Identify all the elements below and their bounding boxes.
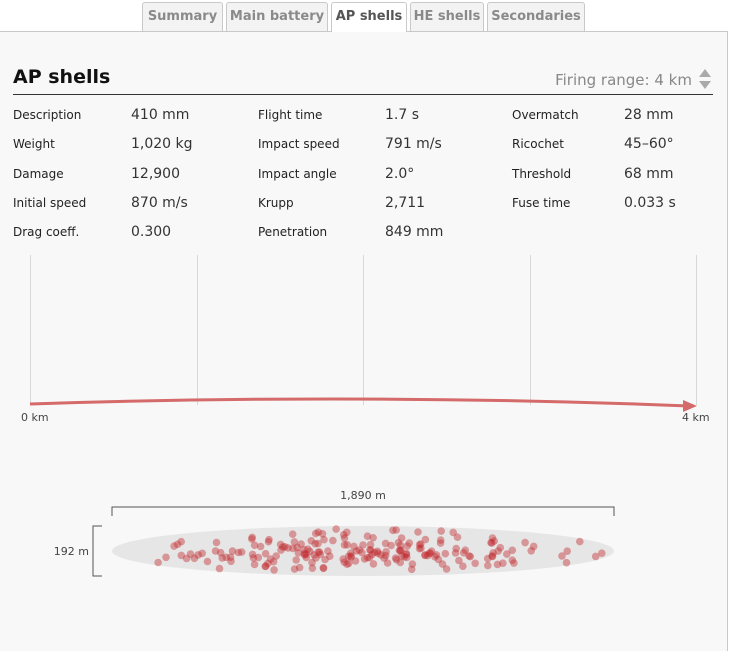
stat-value-initial-speed: 870 m/s bbox=[131, 195, 188, 211]
tab-secondaries[interactable]: Secondaries bbox=[487, 2, 585, 31]
stat-value-weight: 1,020 kg bbox=[131, 136, 193, 152]
stat-value-drag-coeff: 0.300 bbox=[131, 224, 172, 240]
tab-he-shells[interactable]: HE shells bbox=[410, 2, 484, 31]
stat-value-overmatch: 28 mm bbox=[624, 107, 674, 123]
tab-main-battery[interactable]: Main battery bbox=[226, 2, 328, 31]
stat-label-flight-time: Flight time bbox=[258, 108, 323, 122]
stat-label-krupp: Krupp bbox=[258, 196, 294, 210]
title-divider bbox=[13, 94, 713, 95]
stat-value-flight-time: 1.7 s bbox=[385, 107, 420, 123]
stat-value-damage: 12,900 bbox=[131, 166, 180, 182]
stat-label-damage: Damage bbox=[13, 167, 64, 181]
stat-value-ricochet: 45–60° bbox=[624, 136, 674, 152]
stat-label-fuse-time: Fuse time bbox=[512, 196, 571, 210]
stat-value-penetration: 849 mm bbox=[385, 224, 444, 240]
stat-label-initial-speed: Initial speed bbox=[13, 196, 87, 210]
firing-range-label: Firing range: bbox=[555, 71, 650, 89]
stat-label-overmatch: Overmatch bbox=[512, 108, 579, 122]
tab-summary[interactable]: Summary bbox=[142, 2, 223, 31]
tab-ap-shells[interactable]: AP shells bbox=[331, 2, 407, 32]
stat-label-penetration: Penetration bbox=[258, 225, 328, 239]
stat-label-description: Description bbox=[13, 108, 82, 122]
page-title: AP shells bbox=[13, 66, 111, 88]
chevron-up-icon[interactable] bbox=[699, 69, 711, 77]
stat-value-krupp: 2,711 bbox=[385, 195, 426, 211]
tab-bar: Summary Main battery AP shells HE shells… bbox=[0, 0, 730, 32]
stat-value-impact-speed: 791 m/s bbox=[385, 136, 442, 152]
stat-value-threshold: 68 mm bbox=[624, 166, 674, 182]
stat-label-ricochet: Ricochet bbox=[512, 137, 564, 151]
firing-range-value: 4 km bbox=[654, 71, 692, 89]
stat-label-threshold: Threshold bbox=[512, 167, 572, 181]
stat-label-impact-speed: Impact speed bbox=[258, 137, 340, 151]
stat-label-drag-coeff: Drag coeff. bbox=[13, 225, 80, 239]
stat-value-fuse-time: 0.033 s bbox=[624, 195, 676, 211]
range-stepper[interactable] bbox=[698, 68, 712, 90]
stat-value-impact-angle: 2.0° bbox=[385, 166, 415, 182]
content-panel bbox=[0, 31, 728, 651]
stat-label-weight: Weight bbox=[13, 137, 55, 151]
stat-label-impact-angle: Impact angle bbox=[258, 167, 337, 181]
stat-value-description: 410 mm bbox=[131, 107, 190, 123]
chevron-down-icon[interactable] bbox=[699, 81, 711, 89]
firing-range: Firing range: 4 km bbox=[555, 71, 692, 89]
